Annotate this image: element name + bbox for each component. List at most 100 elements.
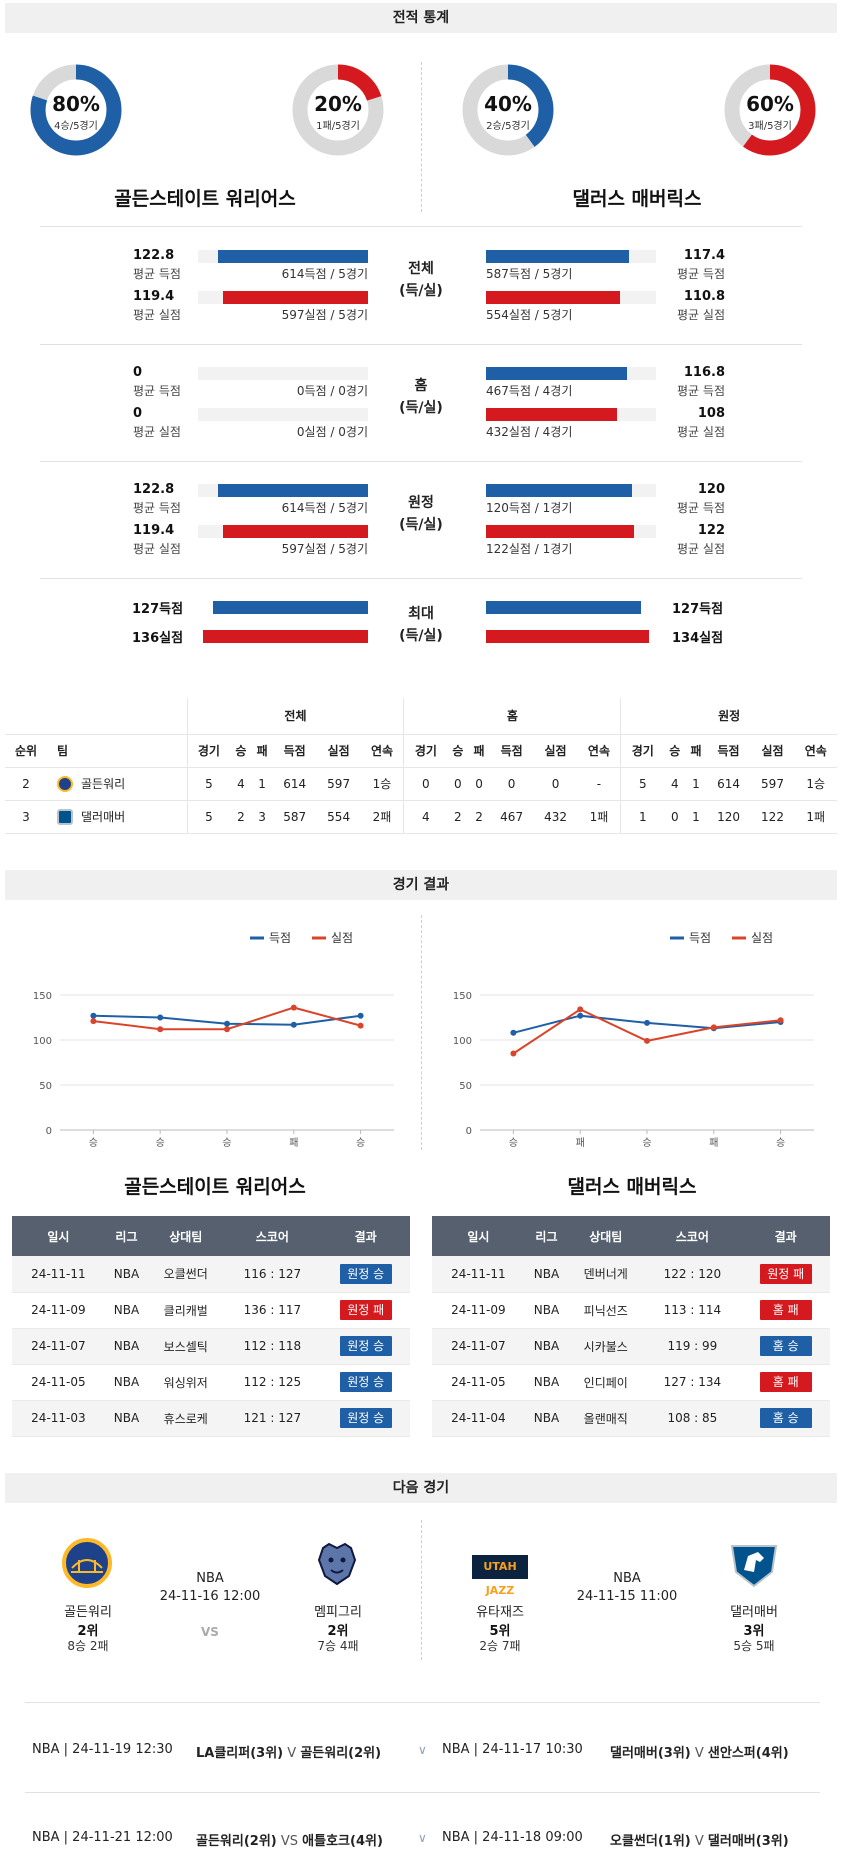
data-point (357, 1012, 364, 1019)
y-tick-label: 0 (466, 1126, 472, 1137)
max-home-allow-bar (198, 630, 368, 643)
result-cell: 원정 승 (321, 1400, 410, 1437)
x-tick-label: 승 (156, 1137, 165, 1149)
bar-fill (218, 250, 368, 263)
home-avg-allow-label: 평균 실점 (133, 308, 181, 322)
result-cell: 홈 승 (741, 1328, 830, 1365)
away-score-bar (486, 250, 656, 263)
result-row: 24-11-03 NBA 휴스로케 121 : 127 원정 승 (12, 1400, 410, 1437)
donut-away-win: 40% 2승/5경기 (460, 62, 556, 158)
next-away-team: 댈러매버 (730, 1605, 778, 1620)
next-datetime: 24-11-15 11:00 (576, 1589, 678, 1604)
away-score-note: 120득점 / 1경기 (486, 501, 573, 515)
result-date: 24-11-04 (432, 1400, 525, 1437)
col-streak: 연속 (794, 734, 837, 768)
result-cell: 원정 패 (321, 1292, 410, 1329)
horse-shield-icon (730, 1545, 778, 1588)
away-allow-bar (486, 408, 656, 421)
upcoming-sep: V (694, 1746, 704, 1761)
cell: 0 (533, 767, 578, 801)
divider (421, 915, 422, 1150)
data-point (224, 1026, 230, 1033)
cell: 0 (664, 800, 686, 834)
stat-group-label-max: 최대 (득/실) (391, 603, 451, 647)
bar-fill (486, 484, 632, 497)
cell: 1 (620, 800, 665, 834)
bridge-icon (71, 1559, 103, 1573)
upcoming-sep: VS (280, 1834, 299, 1849)
warriors-logo (62, 1538, 112, 1588)
group-label: 전체 (408, 261, 434, 277)
results-header: 일시 (432, 1216, 525, 1256)
home-avg-allow: 119.4 (133, 289, 175, 304)
cell: 0 (468, 767, 490, 801)
donut-away-loss: 60% 3패/5경기 (722, 62, 818, 158)
max-away-score: 127득점 (672, 602, 724, 617)
x-tick-label: 패 (576, 1137, 585, 1149)
data-point (777, 1017, 784, 1024)
result-score: 112 : 125 (223, 1364, 322, 1401)
away-results-table: 일시 리그 상대팀 스코어 결과 24-11-11 NBA 덴버너게 122 : 120… (432, 1216, 830, 1437)
bar-fill (486, 291, 620, 304)
max-home-allow: 136실점 (132, 631, 184, 646)
home-team-name: 골든스테이트 워리어스 (124, 1176, 306, 1198)
col-score: 득점 (272, 734, 317, 768)
result-score: 121 : 127 (223, 1400, 322, 1437)
result-badge: 홈 패 (759, 1372, 812, 1392)
legend-label: 득점 (689, 931, 711, 945)
upcoming-left-teams: 골든워리(2위) VS 애틀호크(4위) (196, 1830, 383, 1849)
result-score: 136 : 117 (223, 1292, 322, 1329)
result-badge: 원정 승 (339, 1336, 392, 1356)
section-title-next-games: 다음 경기 (5, 1473, 837, 1503)
result-badge: 원정 승 (339, 1372, 392, 1392)
result-opponent: 휴스로케 (148, 1400, 224, 1437)
result-date: 24-11-11 (432, 1256, 525, 1293)
divider (25, 1792, 820, 1793)
col-streak: 연속 (577, 734, 621, 768)
x-tick-label: 패 (709, 1137, 718, 1149)
upcoming-right-teams: 댈러매버(3위) V 샌안스퍼(4위) (610, 1742, 789, 1761)
series-line-allow (512, 1008, 781, 1055)
next-home-team: 골든워리 (64, 1605, 112, 1620)
col-allow: 실점 (316, 734, 361, 768)
col-win: 승 (447, 734, 469, 768)
away-avg-allow: 108 (697, 406, 725, 421)
next-home-record: 2승 7패 (479, 1639, 521, 1653)
data-point (90, 1012, 97, 1019)
bar-fill (486, 525, 634, 538)
standings-row: 3 댈러매버 5 2 3 587 554 2패 4 2 2 467 432 1패… (5, 800, 837, 834)
next-league: NBA (196, 1571, 224, 1586)
upcoming-right-row: NBA | 24-11-17 10:30 (442, 1742, 583, 1757)
col-win: 승 (664, 734, 686, 768)
cell: 432 (533, 800, 578, 834)
donut-arc (30, 64, 122, 156)
standings-row: 2 골든워리 5 4 1 614 597 1승 0 0 0 0 0 - 5 4 … (5, 767, 837, 801)
next-away-record: 5승 5패 (733, 1639, 775, 1653)
x-tick-label: 승 (89, 1137, 98, 1149)
col-allow: 실점 (533, 734, 578, 768)
cell: 554 (316, 800, 361, 834)
y-tick-label: 150 (453, 991, 472, 1002)
away-team-name: 댈러스 매버릭스 (567, 1176, 697, 1198)
data-point (577, 1006, 584, 1013)
away-avg-score-label: 평균 득점 (677, 501, 725, 515)
result-row: 24-11-05 NBA 워싱위저 112 : 125 원정 승 (12, 1364, 410, 1401)
upcoming-left-teams: LA클리퍼(3위) V 골든워리(2위) (196, 1742, 381, 1761)
cell: 2 (468, 800, 490, 834)
home-score-bar (198, 367, 368, 380)
cell: 1 (251, 767, 273, 801)
mavericks-logo (728, 1540, 780, 1590)
y-tick-label: 100 (453, 1036, 472, 1047)
bar-fill (486, 250, 629, 263)
result-badge: 홈 승 (759, 1408, 812, 1428)
away-results-line-chart: 0 50 100 150 승 패 승 패 승 득점 실점 (453, 931, 814, 1149)
result-cell: 원정 승 (321, 1328, 410, 1365)
standings-table: 전체 홈 원정 순위 팀 경기 승 패 득점 실점 연속 경기 승 패 득점 실… (5, 698, 837, 834)
bar-fill (486, 367, 627, 380)
result-opponent: 클리캐벌 (148, 1292, 224, 1329)
result-date: 24-11-09 (432, 1292, 525, 1329)
upcoming-team1: 골든워리(2위) (196, 1834, 277, 1849)
result-league: NBA (524, 1256, 569, 1293)
donut-home-loss: 20% 1패/5경기 (290, 62, 386, 158)
home-avg-score: 0 (133, 365, 143, 380)
